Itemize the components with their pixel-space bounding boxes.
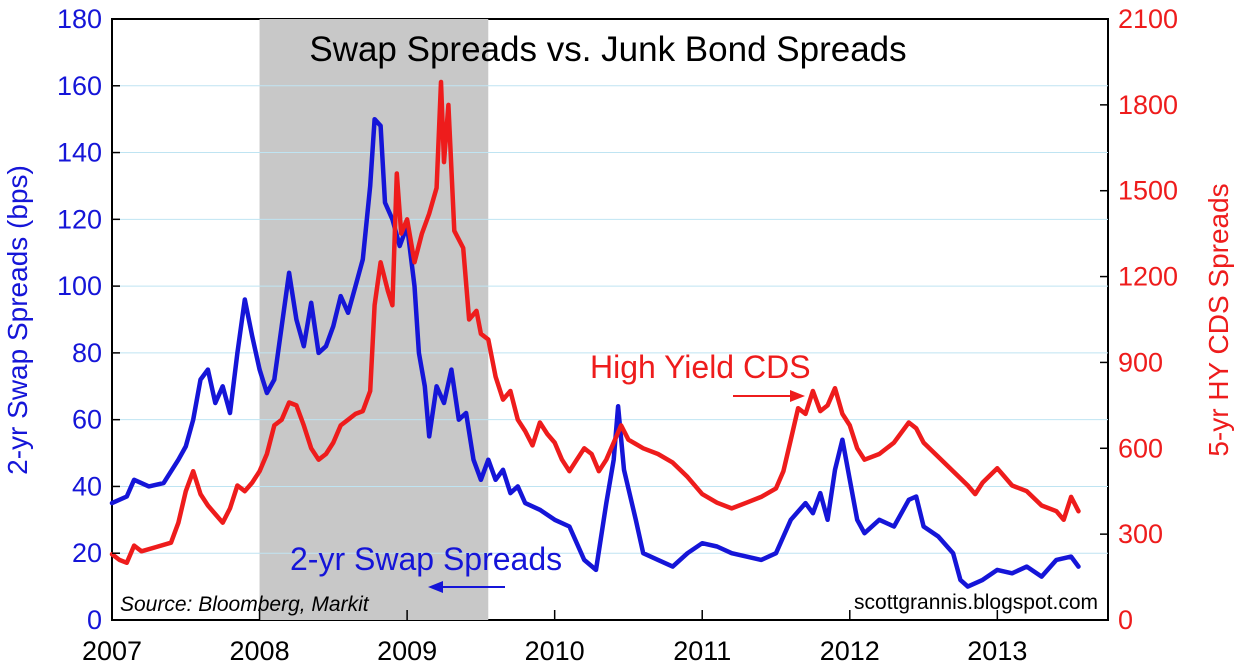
plot-border (111, 18, 1109, 621)
x-tick-label: 2008 (230, 636, 290, 666)
y-right-tick-label: 1500 (1118, 176, 1178, 206)
y-right-tick-label: 1200 (1118, 262, 1178, 292)
y-left-tick-label: 160 (57, 71, 102, 101)
y-left-tick-label: 0 (87, 605, 102, 635)
y-left-tick-label: 120 (57, 204, 102, 234)
y-right-tick-label: 2100 (1118, 4, 1178, 34)
y-left-tick-label: 80 (72, 338, 102, 368)
annotation-high-yield-cds: High Yield CDS (590, 349, 811, 385)
y-left-tick-label: 60 (72, 405, 102, 435)
axis-ticks: 0204060801001201401601800300600900120015… (57, 4, 1178, 666)
y-right-tick-label: 900 (1118, 347, 1163, 377)
y-left-tick-label: 100 (57, 271, 102, 301)
gridlines (112, 85, 1108, 554)
source-note: Source: Bloomberg, Markit (120, 593, 370, 616)
y-left-tick-label: 180 (57, 4, 102, 34)
series-lines (109, 79, 1081, 589)
x-tick-label: 2010 (525, 636, 585, 666)
y-left-tick-label: 20 (72, 538, 102, 568)
y-axis-label-left: 2-yr Swap Spreads (bps) (2, 165, 33, 475)
series-line-high-yield-cds (109, 79, 1081, 566)
x-tick-label: 2012 (820, 636, 880, 666)
series-line-swap-spreads (109, 116, 1081, 589)
y-left-tick-label: 140 (57, 138, 102, 168)
chart-title: Swap Spreads vs. Junk Bond Spreads (309, 30, 906, 69)
x-tick-label: 2011 (673, 636, 731, 666)
credit-note: scottgrannis.blogspot.com (854, 591, 1098, 614)
y-right-tick-label: 600 (1118, 433, 1163, 463)
arrow-left-icon (428, 581, 505, 593)
x-tick-label: 2007 (82, 636, 142, 666)
y-right-tick-label: 300 (1118, 519, 1163, 549)
annotation-swap-spreads: 2-yr Swap Spreads (290, 541, 562, 577)
x-tick-label: 2009 (377, 636, 437, 666)
y-axis-label-right: 5-yr HY CDS Spreads (1203, 183, 1234, 456)
y-left-tick-label: 40 (72, 471, 102, 501)
y-right-tick-label: 0 (1118, 605, 1133, 635)
x-tick-label: 2013 (967, 636, 1027, 666)
arrow-right-icon (733, 390, 805, 402)
y-right-tick-label: 1800 (1118, 90, 1178, 120)
